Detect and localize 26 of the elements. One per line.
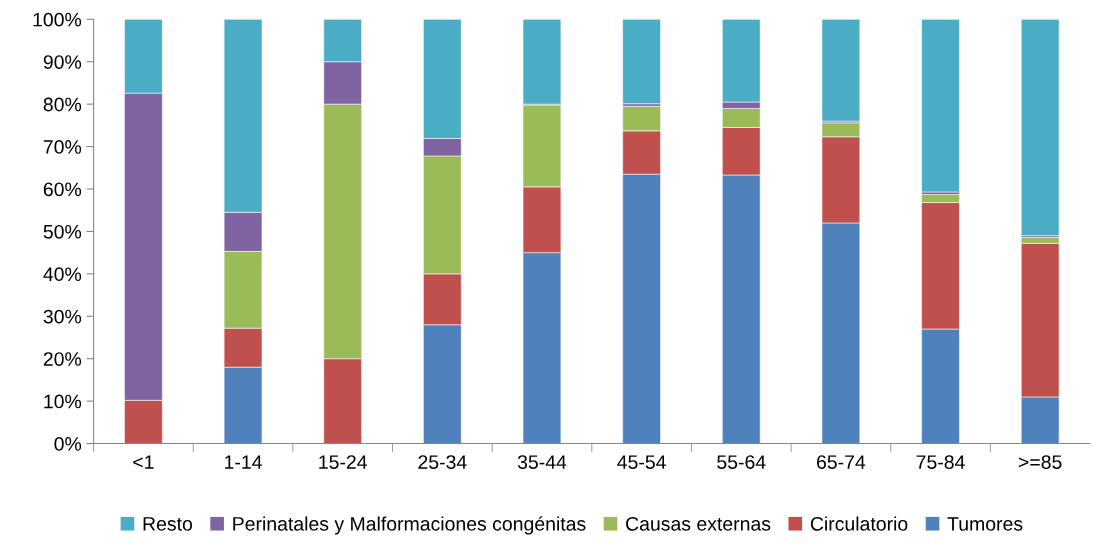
x-tick-label: <1 (133, 455, 154, 469)
legend-label: Tumores (947, 517, 1023, 531)
x-tick-label: 1-14 (225, 455, 262, 469)
y-tick-label: 20% (43, 352, 82, 366)
x-tick-label: 25-34 (418, 455, 467, 469)
x-tick-label: 65-74 (817, 455, 866, 469)
legend-label: Perinatales y Malformaciones congénitas (233, 516, 586, 535)
legend-label: Circulatorio (810, 516, 908, 531)
x-tick-label: 75-84 (916, 455, 965, 469)
x-tick-label: 15-24 (319, 455, 367, 469)
x-tick-label: 55-64 (717, 455, 766, 469)
y-tick-label: 0% (54, 437, 82, 451)
y-tick-label: 10% (44, 394, 82, 409)
y-tick-label: 90% (43, 55, 82, 69)
y-tick-label: 30% (43, 309, 82, 324)
x-tick-label: >=85 (1018, 455, 1062, 469)
y-tick-label: 80% (43, 97, 82, 112)
y-tick-label: 100% (33, 12, 82, 27)
y-tick-label: 50% (43, 224, 82, 239)
y-tick-label: 40% (43, 267, 82, 282)
legend-label: Causas externas (626, 516, 771, 531)
y-tick-label: 60% (43, 182, 82, 197)
legend-label: Resto (143, 517, 193, 531)
x-tick-label: 45-54 (617, 455, 666, 469)
x-tick-label: 35-44 (517, 455, 567, 469)
y-tick-label: 70% (43, 140, 82, 154)
